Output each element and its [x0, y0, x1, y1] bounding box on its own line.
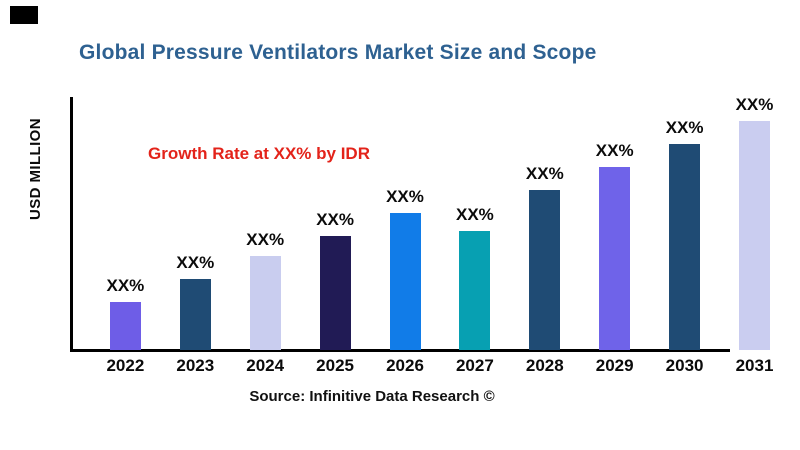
- bar-2023: [179, 279, 211, 350]
- x-tick-label-2026: 2026: [386, 356, 424, 375]
- bar-2031: [739, 121, 770, 350]
- bar-value-label-2031: XX%: [735, 95, 774, 114]
- x-tick-label-2025: 2025: [316, 356, 354, 375]
- bar-2024: [249, 256, 281, 350]
- bar-2030: [669, 143, 701, 350]
- x-tick-label-2024: 2024: [246, 356, 285, 375]
- x-tick-label-2023: 2023: [176, 356, 215, 375]
- bar-value-label-2028: XX%: [525, 163, 564, 183]
- y-axis-label: USD MILLION: [27, 118, 44, 220]
- bar-2029: [599, 166, 631, 350]
- bar-2027: [459, 230, 491, 350]
- chart-title: Global Pressure Ventilators Market Size …: [79, 41, 597, 64]
- growth-rate-annotation: Growth Rate at XX% by IDR: [148, 144, 370, 163]
- x-tick-label-2022: 2022: [106, 356, 145, 375]
- logo-block: [10, 6, 38, 24]
- x-tick-label-2027: 2027: [455, 356, 494, 375]
- bar-value-label-2027: XX%: [455, 204, 494, 224]
- x-tick-label-2030: 2030: [665, 356, 704, 375]
- bar-2028: [529, 189, 561, 350]
- x-tick-label-2028: 2028: [525, 356, 564, 375]
- bar-value-label-2025: XX%: [316, 209, 354, 229]
- y-axis-line: [70, 97, 73, 352]
- bar-value-label-2026: XX%: [386, 186, 424, 206]
- source-attribution: Source: Infinitive Data Research ©: [249, 388, 495, 405]
- bar-value-label-2024: XX%: [246, 230, 285, 250]
- bar-2026: [389, 212, 421, 350]
- bar-value-label-2029: XX%: [595, 140, 634, 160]
- x-tick-label-2031: 2031: [735, 356, 774, 375]
- bar-value-label-2030: XX%: [665, 117, 704, 137]
- bar-value-label-2023: XX%: [176, 253, 215, 272]
- x-tick-label-2029: 2029: [595, 356, 634, 375]
- bar-value-label-2022: XX%: [106, 275, 145, 295]
- bar-2025: [319, 235, 351, 350]
- x-axis-line: [70, 349, 730, 352]
- bar-2022: [109, 301, 141, 350]
